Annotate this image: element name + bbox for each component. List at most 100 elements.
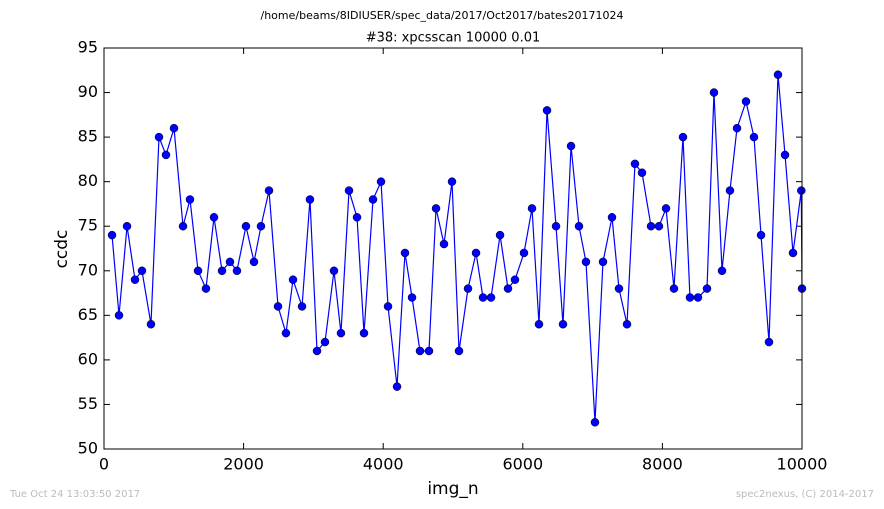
marker	[797, 186, 806, 195]
marker	[209, 213, 219, 222]
marker	[454, 346, 464, 356]
y-tick-label: 90	[78, 82, 98, 101]
marker	[344, 186, 354, 195]
marker	[669, 284, 679, 293]
marker	[780, 150, 790, 160]
marker	[614, 284, 624, 293]
marker	[336, 328, 346, 338]
y-tick-label: 60	[78, 349, 98, 368]
marker	[329, 266, 339, 276]
marker	[646, 221, 656, 231]
marker	[773, 70, 783, 79]
marker	[717, 266, 727, 276]
marker	[352, 213, 362, 222]
y-tick-label: 85	[78, 127, 98, 146]
marker	[581, 257, 591, 267]
marker	[495, 230, 505, 240]
marker	[312, 346, 322, 356]
marker	[273, 302, 283, 311]
marker	[598, 257, 608, 267]
marker	[678, 132, 688, 142]
marker	[146, 319, 156, 329]
marker	[534, 319, 544, 329]
marker	[161, 150, 171, 160]
marker	[122, 221, 132, 231]
marker	[590, 418, 600, 427]
marker	[661, 204, 671, 213]
marker	[415, 346, 425, 356]
marker	[519, 248, 529, 258]
marker	[217, 266, 227, 276]
marker	[764, 337, 774, 347]
x-tick-label: 0	[99, 455, 109, 474]
footer-left: Tue Oct 24 13:03:50 2017	[9, 489, 140, 500]
footer-right: spec2nexus, (C) 2014-2017	[736, 489, 874, 500]
marker	[527, 204, 537, 213]
marker	[256, 221, 266, 231]
marker	[154, 132, 164, 142]
y-tick-label: 70	[78, 260, 98, 279]
marker	[264, 186, 274, 195]
marker	[447, 177, 457, 186]
marker	[130, 275, 140, 284]
marker	[107, 230, 117, 240]
marker	[725, 186, 735, 195]
marker	[281, 328, 291, 338]
marker	[685, 293, 695, 302]
marker	[169, 123, 179, 133]
marker	[376, 177, 386, 186]
y-tick-label: 95	[78, 38, 98, 57]
marker	[486, 293, 496, 302]
marker	[383, 302, 393, 311]
suptitle: /home/beams/8IDIUSER/spec_data/2017/Oct2…	[261, 9, 624, 22]
marker	[558, 319, 568, 329]
marker	[471, 248, 481, 258]
x-tick-label: 6000	[502, 455, 543, 474]
x-tick-label: 8000	[642, 455, 683, 474]
marker	[478, 293, 488, 302]
marker	[193, 266, 203, 276]
marker	[551, 221, 561, 231]
marker	[424, 346, 434, 356]
marker	[232, 266, 242, 276]
marker	[320, 337, 330, 347]
marker	[297, 302, 307, 311]
marker	[225, 257, 235, 267]
marker	[693, 293, 703, 302]
chart-title: #38: xpcsscan 10000 0.01	[366, 31, 541, 46]
marker	[392, 382, 402, 391]
marker	[788, 248, 798, 258]
marker	[622, 319, 632, 329]
marker	[637, 168, 647, 178]
y-tick-label: 55	[78, 394, 98, 413]
y-tick-label: 80	[78, 171, 98, 190]
marker	[542, 106, 552, 115]
x-axis-label: img_n	[427, 479, 478, 499]
marker	[510, 275, 520, 284]
marker	[241, 221, 251, 231]
x-tick-label: 10000	[777, 455, 828, 474]
marker	[566, 141, 576, 151]
marker	[368, 195, 378, 204]
marker	[709, 88, 719, 97]
line	[111, 74, 802, 423]
marker	[431, 204, 441, 213]
marker	[503, 284, 513, 293]
x-tick-label: 4000	[363, 455, 404, 474]
marker	[756, 230, 766, 240]
y-tick-label: 50	[78, 439, 98, 458]
marker	[359, 328, 369, 338]
marker	[185, 195, 195, 204]
x-tick-label: 2000	[223, 455, 264, 474]
marker	[137, 266, 147, 276]
y-tick-label: 65	[78, 305, 98, 324]
marker	[178, 221, 188, 231]
marker	[114, 311, 124, 320]
plot-frame	[103, 47, 803, 450]
marker	[574, 221, 584, 231]
marker	[630, 159, 640, 169]
marker	[400, 248, 410, 258]
y-axis-label: ccdc	[52, 230, 72, 269]
marker	[463, 284, 473, 293]
